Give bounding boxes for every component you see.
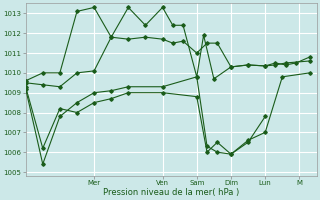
X-axis label: Pression niveau de la mer( hPa ): Pression niveau de la mer( hPa )	[103, 188, 239, 197]
